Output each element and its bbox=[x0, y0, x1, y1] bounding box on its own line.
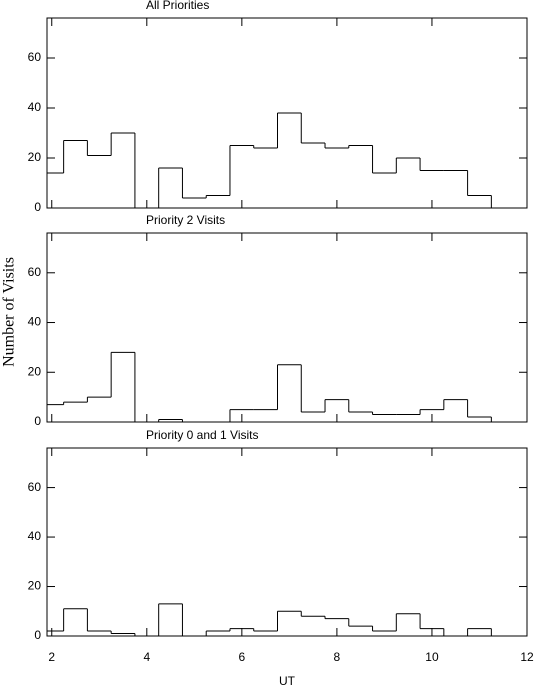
x-tick-label: 8 bbox=[334, 650, 341, 664]
y-tick-label: 40 bbox=[28, 100, 42, 114]
panel-title: Priority 2 Visits bbox=[146, 213, 225, 227]
plot-frame bbox=[46, 17, 528, 209]
x-tick-label: 2 bbox=[48, 650, 55, 664]
y-tick-label: 0 bbox=[34, 414, 41, 428]
y-tick-label: 0 bbox=[34, 200, 41, 214]
y-tick-label: 20 bbox=[28, 364, 42, 378]
y-axis-label: Number of Visits bbox=[1, 257, 18, 367]
y-tick-label: 40 bbox=[28, 529, 42, 543]
x-axis-label: UT bbox=[279, 674, 296, 688]
x-tick-label: 4 bbox=[143, 650, 150, 664]
y-tick-label: 20 bbox=[28, 150, 42, 164]
y-tick-label: 60 bbox=[28, 265, 42, 279]
histogram bbox=[47, 603, 492, 636]
y-tick-label: 60 bbox=[28, 50, 42, 64]
y-tick-label: 60 bbox=[28, 480, 42, 494]
x-tick-label: 6 bbox=[239, 650, 246, 664]
y-tick-label: 0 bbox=[34, 628, 41, 642]
y-tick-label: 40 bbox=[28, 315, 42, 329]
y-tick-label: 20 bbox=[28, 579, 42, 593]
panel-title: All Priorities bbox=[146, 0, 209, 12]
plot-frame bbox=[46, 447, 528, 637]
histogram bbox=[47, 112, 492, 208]
histogram bbox=[47, 351, 492, 422]
plot-frame bbox=[46, 232, 528, 423]
x-tick-label: 12 bbox=[520, 650, 534, 664]
x-tick-label: 10 bbox=[425, 650, 439, 664]
panel-title: Priority 0 and 1 Visits bbox=[146, 428, 259, 442]
